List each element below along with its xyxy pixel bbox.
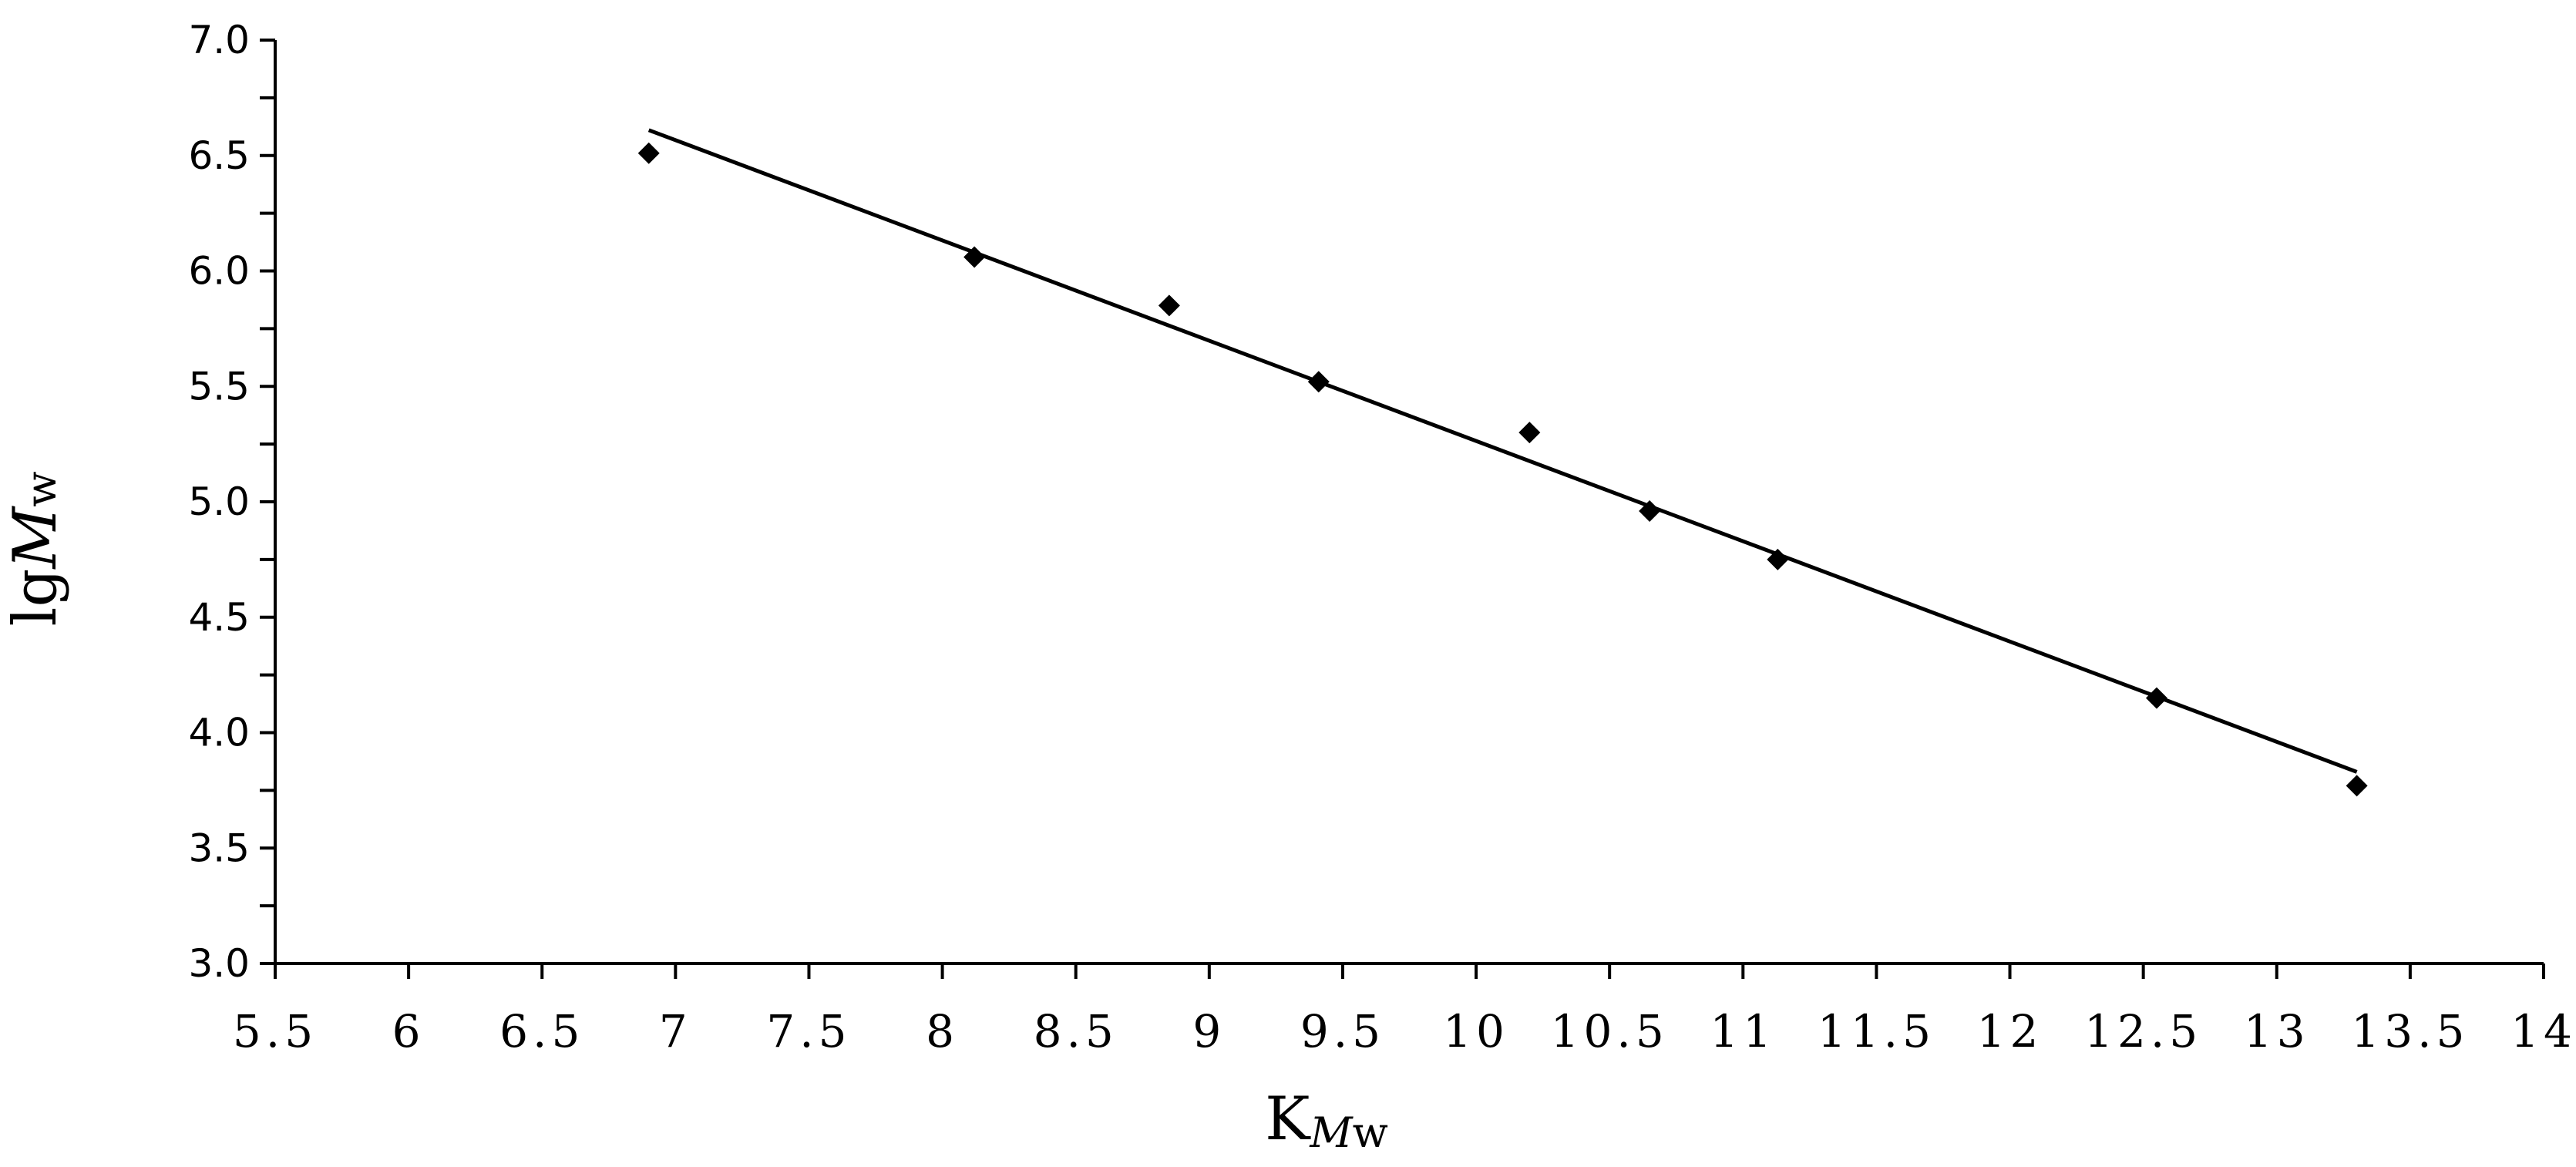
- y-tick-label: 7.0: [188, 18, 250, 62]
- data-point: [1307, 371, 1330, 393]
- x-tick-label: 7.5: [766, 1005, 851, 1058]
- y-tick-label: 6.0: [188, 249, 250, 294]
- x-axis-label: KMw: [1265, 1085, 1388, 1157]
- y-tick-label: 5.5: [188, 364, 250, 409]
- x-tick-label: 13.5: [2351, 1005, 2469, 1058]
- data-point: [1518, 422, 1541, 444]
- x-tick-label: 6: [392, 1005, 425, 1058]
- data-point: [1639, 499, 1661, 522]
- data-point: [963, 246, 986, 268]
- x-tick-label: 13: [2244, 1005, 2310, 1058]
- x-tick-label: 12: [1977, 1005, 2043, 1058]
- data-point: [1767, 548, 1789, 570]
- x-tick-label: 12.5: [2084, 1005, 2202, 1058]
- data-point: [2346, 775, 2368, 797]
- data-point: [637, 142, 660, 164]
- x-tick-label: 11: [1710, 1005, 1776, 1058]
- trendline: [647, 128, 2358, 774]
- x-tick-label: 11.5: [1818, 1005, 1935, 1058]
- y-tick-label: 4.0: [188, 711, 250, 755]
- x-tick-label: 10: [1443, 1005, 1509, 1058]
- x-tick-label: 6.5: [499, 1005, 584, 1058]
- y-tick-label: 6.5: [188, 133, 250, 178]
- x-tick-label: 10.5: [1551, 1005, 1669, 1058]
- data-points: [637, 142, 2368, 797]
- x-tick-label: 8.5: [1034, 1005, 1118, 1058]
- axes: [274, 40, 2544, 965]
- x-tick-label: 14: [2510, 1005, 2576, 1058]
- data-point: [1158, 294, 1180, 317]
- y-tick-label: 3.5: [188, 826, 250, 870]
- y-tick-label: 3.0: [188, 941, 250, 986]
- y-axis-ticks: 3.0 3.5 4.0 4.5 5.0 5.5 6.0 6.5 7.0: [188, 18, 275, 986]
- data-point: [2145, 687, 2167, 709]
- x-tick-label: 7: [659, 1005, 692, 1058]
- trendline-group: [647, 128, 2358, 774]
- x-axis-ticks: 5.5 6 6.5 7 7.5 8 8.5 9 9.5 10 10.5 11 11.5 12 12.5 13 1…: [233, 964, 2576, 1058]
- y-tick-label: 5.0: [188, 479, 250, 524]
- x-tick-label: 9: [1192, 1005, 1226, 1058]
- x-tick-label: 8: [926, 1005, 959, 1058]
- y-axis-label: lgMw: [1, 472, 70, 627]
- y-tick-label: 4.5: [188, 595, 250, 640]
- x-tick-label: 5.5: [233, 1005, 318, 1058]
- x-tick-label: 9.5: [1300, 1005, 1385, 1058]
